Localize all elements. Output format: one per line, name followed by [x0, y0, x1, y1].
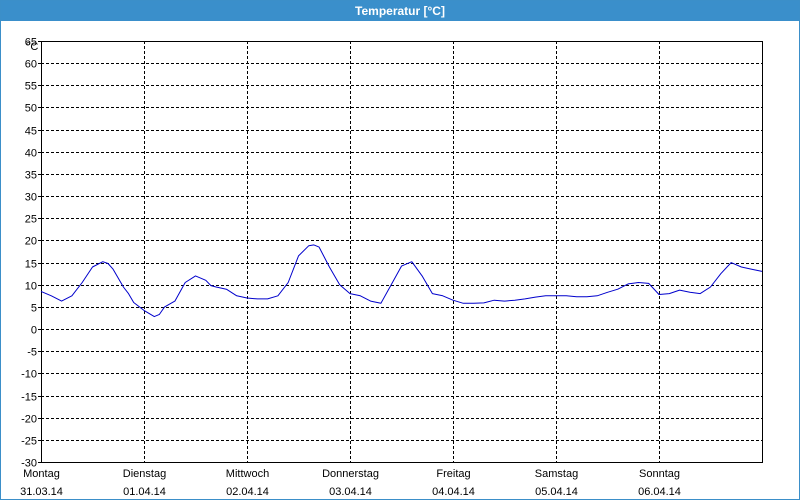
x-tick-label-date: 05.04.14 — [535, 486, 578, 498]
y-tick-label: 55 — [25, 81, 37, 93]
x-tick-label-day: Montag — [23, 468, 60, 480]
y-tick-label: -10 — [21, 369, 37, 381]
temperature-chart: 65605550454035302520151050-5-10-15-20-25… — [20, 37, 763, 498]
y-tick-label: -5 — [27, 347, 37, 359]
y-tick-labels: 65605550454035302520151050-5-10-15-20-25… — [21, 37, 41, 470]
y-tick-label: 45 — [25, 126, 37, 138]
y-tick-label: 5 — [31, 303, 37, 315]
x-tick-label-day: Sonntag — [639, 468, 680, 480]
y-tick-label: -25 — [21, 436, 37, 448]
x-tick-label-date: 01.04.14 — [123, 486, 166, 498]
x-tick-label-date: 03.04.14 — [329, 486, 372, 498]
y-tick-label: 65 — [25, 37, 37, 49]
x-tick-label-day: Donnerstag — [322, 468, 379, 480]
grid — [41, 41, 762, 462]
x-tick-label-day: Dienstag — [123, 468, 166, 480]
y-tick-label: -20 — [21, 414, 37, 426]
x-tick-label-day: Mittwoch — [226, 468, 269, 480]
y-tick-label: 35 — [25, 170, 37, 182]
y-tick-label: 40 — [25, 148, 37, 160]
y-tick-label: 60 — [25, 59, 37, 71]
y-tick-label: 15 — [25, 259, 37, 271]
chart-title: Temperatur [°C] — [1, 1, 799, 21]
y-tick-label: -15 — [21, 392, 37, 404]
x-tick-label-date: 04.04.14 — [432, 486, 475, 498]
plot-frame — [41, 41, 763, 463]
y-tick-label: 30 — [25, 192, 37, 204]
temperature-series-line — [40, 244, 763, 318]
x-tick-label-date: 02.04.14 — [226, 486, 269, 498]
y-tick-label: 25 — [25, 214, 37, 226]
y-axis-unit-label: °C — [26, 41, 38, 53]
series — [40, 244, 763, 318]
x-tick-label-day: Samstag — [535, 468, 578, 480]
y-tick-label: 0 — [31, 325, 37, 337]
x-tick-label-day: Freitag — [436, 468, 470, 480]
y-tick-label: 20 — [25, 236, 37, 248]
y-tick-label: 50 — [25, 103, 37, 115]
y-tick-label: 10 — [25, 281, 37, 293]
plot-panel: 65 60 55 50 45 40 35 30 25 20 15 10 5 0 -5 -10 -15 -20 -25… — [1, 22, 799, 499]
x-tick-label-date: 31.03.14 — [20, 486, 63, 498]
x-tick-labels: Montag 31.03.14 Dienstag 01.04.14 Mittwoch 02… — [20, 468, 681, 498]
y-tick-label: -30 — [21, 458, 37, 470]
x-tick-label-date: 06.04.14 — [638, 486, 681, 498]
